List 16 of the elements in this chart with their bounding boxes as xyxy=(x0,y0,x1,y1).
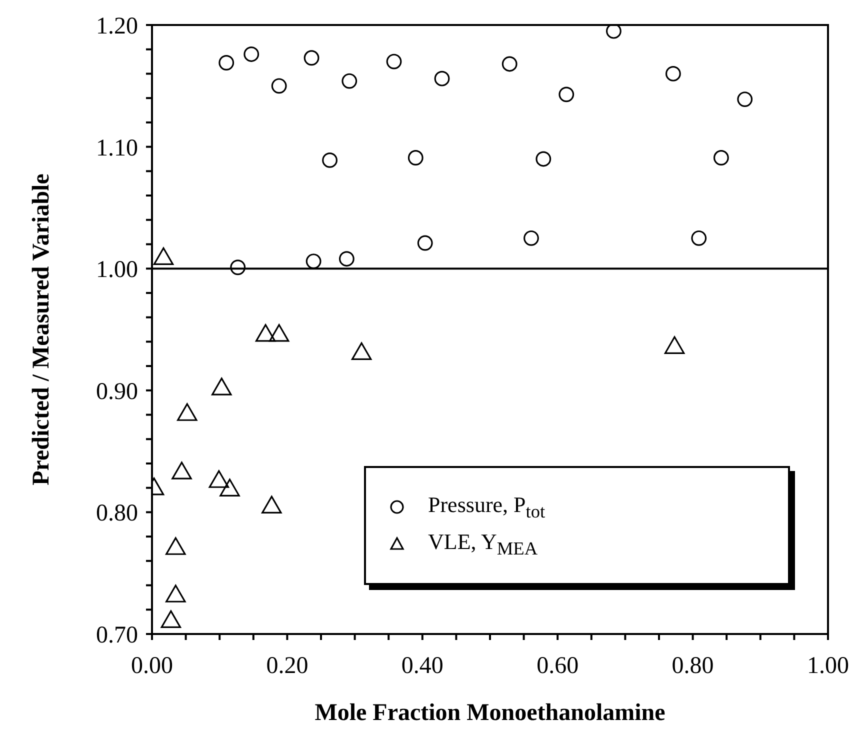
x-tick-label: 0.20 xyxy=(266,653,308,680)
x-tick-label: 0.40 xyxy=(401,653,444,680)
legend-label: VLE, Y$_{MEA}$ xyxy=(428,528,538,559)
x-tick-label: 0.80 xyxy=(672,653,714,680)
y-tick-label: 1.00 xyxy=(96,257,138,284)
x-tick-label: 1.00 xyxy=(807,653,849,680)
y-tick-label: 0.80 xyxy=(96,500,138,527)
y-tick-label: 0.70 xyxy=(96,622,138,649)
y-tick-label: 1.20 xyxy=(96,14,138,40)
x-axis-title: Mole Fraction Monoethanolamine xyxy=(314,700,666,726)
y-axis-title: Predicted / Measured Variable xyxy=(28,173,55,486)
y-tick-label: 0.90 xyxy=(96,378,138,405)
legend-label: Pressure, P$_{tot}$ xyxy=(428,492,546,523)
x-tick-label: 0.60 xyxy=(536,653,579,680)
y-tick-label: 1.10 xyxy=(96,135,138,162)
x-tick-label: 0.00 xyxy=(131,653,173,680)
